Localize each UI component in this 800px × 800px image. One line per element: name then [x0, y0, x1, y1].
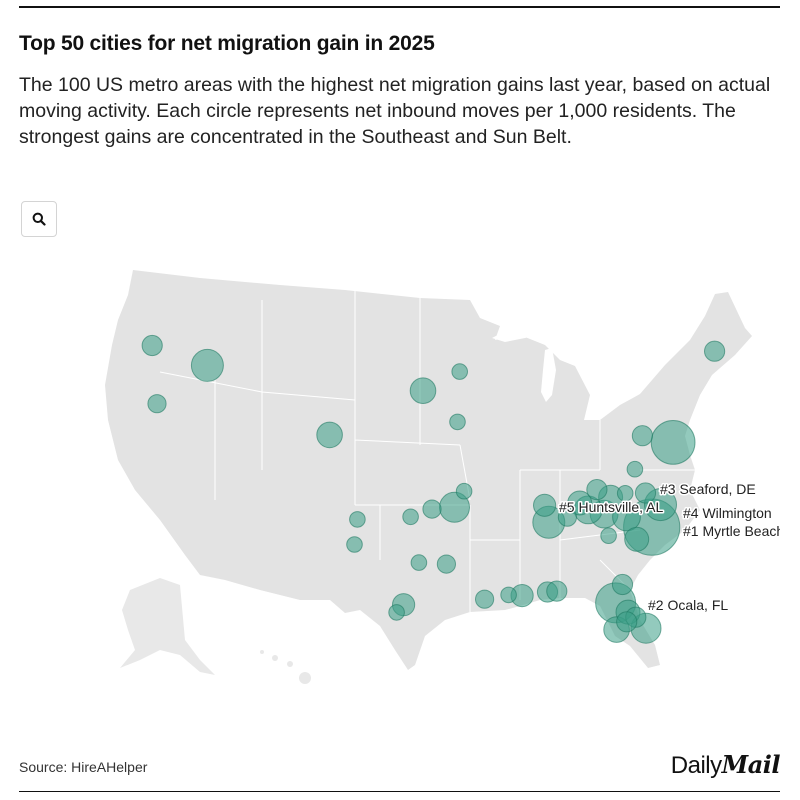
- city-circle[interactable]: [704, 340, 726, 362]
- label-ocala: #2 Ocala, FL: [648, 597, 728, 613]
- city-circle[interactable]: [626, 460, 644, 478]
- state-borders: [159, 290, 700, 612]
- city-circle[interactable]: [611, 573, 634, 596]
- search-icon: [32, 212, 46, 226]
- label-seaford: #3 Seaford, DE: [660, 481, 756, 497]
- city-circle[interactable]: [475, 589, 495, 609]
- city-circle[interactable]: [449, 413, 466, 431]
- chart-title: Top 50 cities for net migration gain in …: [19, 32, 435, 55]
- bottom-rule: [19, 791, 780, 792]
- city-circle[interactable]: [616, 485, 634, 502]
- city-circle[interactable]: [141, 334, 163, 357]
- city-circle[interactable]: [586, 479, 608, 501]
- city-circle[interactable]: [600, 527, 617, 545]
- lake-superior: [492, 325, 548, 342]
- daily-mail-logo: DailyMail: [670, 750, 781, 780]
- city-circle[interactable]: [567, 490, 593, 516]
- city-circle[interactable]: [422, 499, 442, 519]
- hawaii-shape: [260, 650, 311, 684]
- city-circle[interactable]: [500, 586, 517, 604]
- city-circle[interactable]: [631, 425, 654, 447]
- city-circle[interactable]: [436, 554, 456, 574]
- city-circle[interactable]: [316, 421, 343, 449]
- lake-erie: [590, 392, 625, 412]
- search-button[interactable]: [21, 201, 57, 237]
- city-circle[interactable]: [402, 508, 419, 526]
- label-huntsville: #5 Huntsville, AL: [559, 499, 663, 515]
- city-labels: #3 Seaford, DE #5 Huntsville, AL #4 Wilm…: [558, 480, 781, 615]
- label-myrtle-beach: #1 Myrtle Beach: [683, 523, 780, 539]
- us-map[interactable]: #3 Seaford, DE #5 Huntsville, AL #4 Wilm…: [0, 240, 780, 700]
- city-circle[interactable]: [451, 363, 469, 380]
- city-circle[interactable]: [147, 394, 167, 414]
- city-circle[interactable]: [546, 580, 568, 602]
- logo-mail: Mail: [721, 750, 781, 779]
- city-circle[interactable]: [624, 526, 650, 552]
- city-circle[interactable]: [349, 511, 366, 528]
- city-circle[interactable]: [346, 536, 363, 553]
- city-circle[interactable]: [190, 348, 224, 382]
- city-circle[interactable]: [650, 420, 696, 465]
- label-wilmington: #4 Wilmington: [683, 505, 772, 521]
- contiguous-us-shape: [105, 270, 752, 670]
- city-circle[interactable]: [388, 604, 405, 621]
- logo-daily: Daily: [670, 752, 722, 779]
- city-circle[interactable]: [557, 507, 578, 527]
- city-circle[interactable]: [616, 611, 638, 633]
- city-circle[interactable]: [634, 482, 657, 504]
- chart-subtitle: The 100 US metro areas with the highest …: [19, 74, 771, 148]
- source-note: Source: HireAHelper: [19, 759, 148, 775]
- city-circles: [141, 334, 726, 644]
- lake-michigan: [541, 348, 556, 402]
- city-circle[interactable]: [409, 377, 437, 405]
- city-circle[interactable]: [533, 493, 557, 517]
- city-circle[interactable]: [612, 502, 641, 532]
- city-circle[interactable]: [455, 482, 473, 500]
- alaska-shape: [120, 578, 215, 675]
- city-circle[interactable]: [410, 554, 428, 571]
- land: [105, 270, 752, 684]
- top-rule: [19, 6, 780, 8]
